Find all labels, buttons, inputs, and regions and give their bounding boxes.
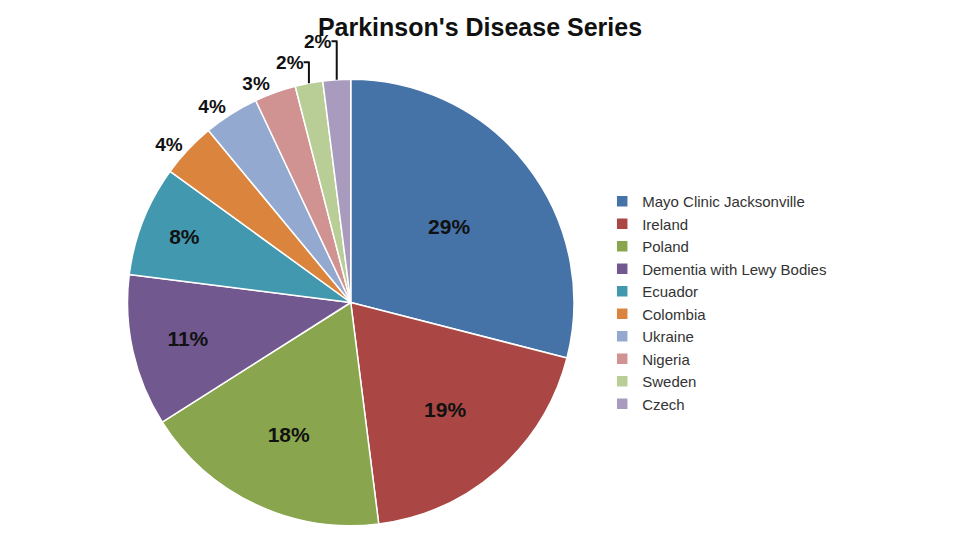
svg-text:4%: 4% [198,96,226,117]
svg-text:11%: 11% [167,327,208,350]
svg-text:2%: 2% [276,52,304,73]
svg-text:Dementia with Lewy Bodies: Dementia with Lewy Bodies [642,261,826,278]
svg-text:Colombia: Colombia [642,306,706,323]
svg-text:Nigeria: Nigeria [642,351,690,368]
svg-text:19%: 19% [424,398,466,421]
svg-text:3%: 3% [242,73,270,94]
svg-text:Ecuador: Ecuador [642,283,698,300]
svg-text:2%: 2% [304,31,332,52]
svg-text:8%: 8% [169,225,200,248]
svg-text:Sweden: Sweden [642,373,696,390]
svg-text:Ireland: Ireland [642,216,688,233]
svg-text:18%: 18% [268,423,310,446]
svg-text:Parkinson's Disease Series: Parkinson's Disease Series [318,13,642,41]
svg-text:4%: 4% [155,134,183,155]
svg-text:Ukraine: Ukraine [642,328,694,345]
svg-text:29%: 29% [428,215,470,238]
svg-text:Czech: Czech [642,396,685,413]
svg-text:Mayo Clinic Jacksonville: Mayo Clinic Jacksonville [642,193,805,210]
svg-text:Poland: Poland [642,238,689,255]
